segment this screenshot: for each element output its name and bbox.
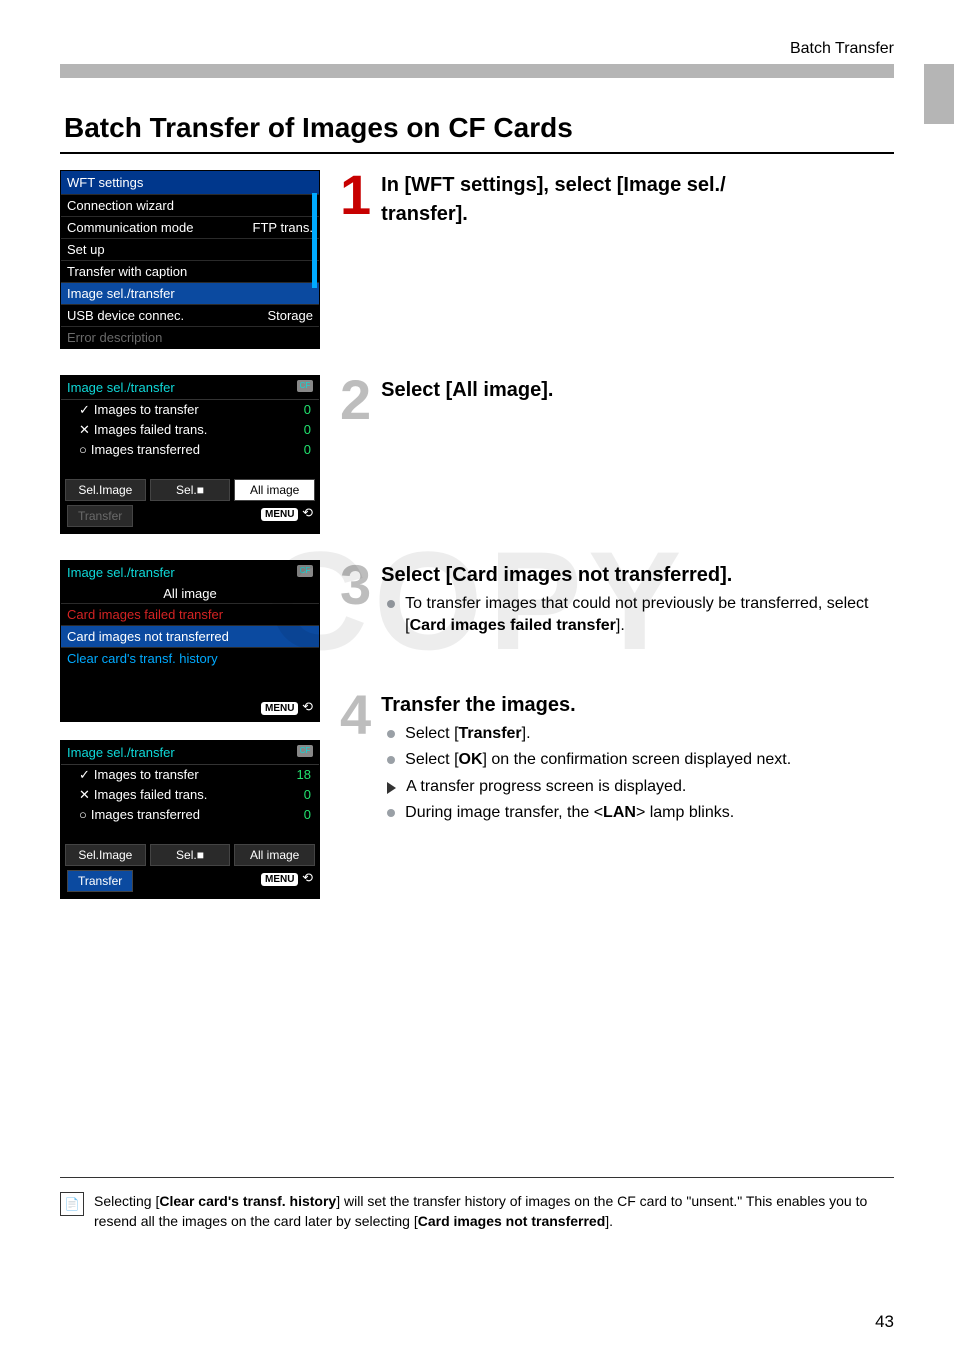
header-divider <box>60 64 894 78</box>
menu-wft-settings: WFT settings Connection wizard Communica… <box>60 170 320 349</box>
sel-folder-button[interactable]: Sel.■ <box>150 844 231 866</box>
note-icon: 📄 <box>60 1192 84 1216</box>
all-image-button[interactable]: All image <box>234 479 315 501</box>
menu-all-image: Image sel./transfer CF All image Card ima… <box>60 560 320 722</box>
stat-value: 0 <box>304 422 311 438</box>
triangle-icon <box>387 782 396 794</box>
step3-heading: Select [Card images not transferred]. <box>381 564 894 587</box>
transfer-button-disabled: Transfer <box>67 505 133 527</box>
step-number-1: 1 <box>340 170 371 220</box>
bullet-icon <box>387 756 395 764</box>
menu3-item[interactable]: Card images failed transfer <box>61 603 319 625</box>
step-number-4: 4 <box>340 690 371 740</box>
bullet-icon <box>387 730 395 738</box>
all-image-button[interactable]: All image <box>234 844 315 866</box>
stat-value: 0 <box>304 807 311 822</box>
step1-heading-line2: transfer]. <box>381 203 894 226</box>
stat-value: 0 <box>304 442 311 457</box>
sel-image-button[interactable]: Sel.Image <box>65 479 146 501</box>
menu1-item-disabled: Error description <box>61 326 319 348</box>
step4-bullet-2: Select [OK] on the confirmation screen d… <box>381 749 894 771</box>
menu1-item[interactable]: USB device connec.Storage <box>61 304 319 326</box>
menu-back-label[interactable]: MENU <box>261 873 298 886</box>
stat-value: 0 <box>304 787 311 803</box>
stat-value: 18 <box>297 767 311 783</box>
bullet-icon <box>387 809 395 817</box>
scroll-indicator <box>312 193 317 288</box>
menu-image-sel-transfer-2: Image sel./transferCF ✓Images to transfe… <box>60 740 320 899</box>
menu1-item[interactable]: Set up <box>61 238 319 260</box>
menu3-item[interactable]: Clear card's transf. history <box>61 647 319 669</box>
menu1-title: WFT settings <box>61 171 319 194</box>
cf-card-icon: CF <box>297 565 313 577</box>
menu3-subtitle: All image <box>61 584 319 603</box>
bullet-icon <box>387 600 395 608</box>
header-label: Batch Transfer <box>60 40 894 58</box>
menu2-title: Image sel./transfer <box>67 380 175 395</box>
transfer-button[interactable]: Transfer <box>67 870 133 892</box>
menu1-item-highlight[interactable]: Image sel./transfer <box>61 282 319 304</box>
menu1-item[interactable]: Connection wizard <box>61 194 319 216</box>
note-box: 📄 Selecting [Clear card's transf. histor… <box>60 1177 894 1231</box>
cf-card-icon: CF <box>297 380 313 392</box>
menu1-item[interactable]: Transfer with caption <box>61 260 319 282</box>
step4-result: A transfer progress screen is displayed. <box>381 776 894 798</box>
stat-value: 0 <box>304 402 311 418</box>
step3-bullet: To transfer images that could not previo… <box>381 593 894 638</box>
menu1-item[interactable]: Communication modeFTP trans. <box>61 216 319 238</box>
step4-bullet-1: Select [Transfer]. <box>381 723 894 745</box>
step4-heading: Transfer the images. <box>381 694 894 717</box>
menu3-item-highlight[interactable]: Card images not transferred <box>61 625 319 647</box>
menu-image-sel-transfer-1: Image sel./transferCF ✓Images to transfe… <box>60 375 320 534</box>
page-number: 43 <box>875 1312 894 1332</box>
step-number-2: 2 <box>340 375 371 425</box>
menu4-title: Image sel./transfer <box>67 745 175 760</box>
sel-image-button[interactable]: Sel.Image <box>65 844 146 866</box>
step4-bullet-3: During image transfer, the <LAN> lamp bl… <box>381 802 894 824</box>
sel-folder-button[interactable]: Sel.■ <box>150 479 231 501</box>
menu-back-label[interactable]: MENU <box>261 508 298 521</box>
menu3-title: Image sel./transfer <box>67 565 175 580</box>
step1-heading-line1: In [WFT settings], select [Image sel./ <box>381 174 894 197</box>
section-title: Batch Transfer of Images on CF Cards <box>60 108 894 154</box>
step-number-3: 3 <box>340 560 371 610</box>
step2-heading: Select [All image]. <box>381 379 894 402</box>
cf-card-icon: CF <box>297 745 313 757</box>
menu-back-label[interactable]: MENU <box>261 702 298 715</box>
